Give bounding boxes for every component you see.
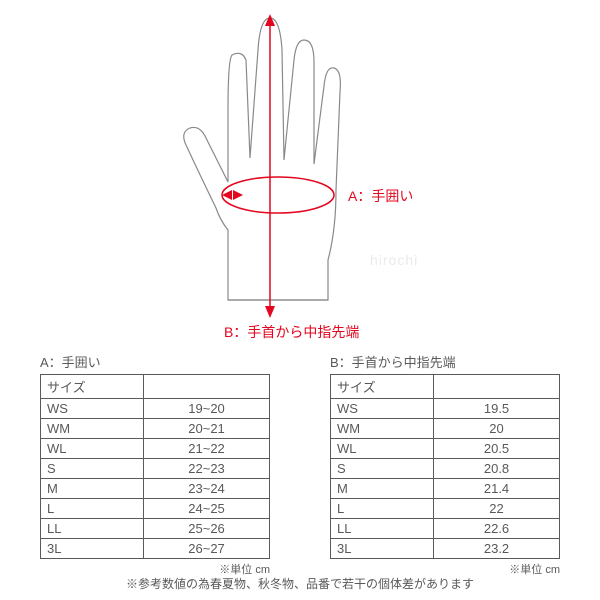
footnote-text: ※参考数値の為春夏物、秋冬物、品番で若干の個体差があります [0,575,600,592]
table-header-val [144,375,270,399]
value-cell: 19~20 [144,399,270,419]
table-row: M23~24 [41,479,270,499]
size-cell: LL [41,519,144,539]
table-header-val [434,375,560,399]
size-cell: M [41,479,144,499]
size-cell: WM [331,419,434,439]
size-cell: L [41,499,144,519]
table-row: L24~25 [41,499,270,519]
value-cell: 20~21 [144,419,270,439]
value-cell: 23.2 [434,539,560,559]
value-cell: 22~23 [144,459,270,479]
size-cell: WL [41,439,144,459]
table-row: WS19.5 [331,399,560,419]
table-a-title: A：手囲い [40,352,270,371]
table-row: 3L26~27 [41,539,270,559]
tables-container: A：手囲い サイズ WS19~20WM20~21WL21~22S22~23M23… [0,352,600,577]
label-b: B：手首から中指先端 [224,322,359,342]
size-cell: M [331,479,434,499]
size-cell: L [331,499,434,519]
value-cell: 22.6 [434,519,560,539]
size-cell: S [331,459,434,479]
table-row: L22 [331,499,560,519]
value-cell: 21.4 [434,479,560,499]
size-cell: WL [331,439,434,459]
value-cell: 19.5 [434,399,560,419]
value-cell: 23~24 [144,479,270,499]
table-b-body: WS19.5WM20WL20.5S20.8M21.4L22LL22.63L23.… [331,399,560,559]
table-row: サイズ [331,375,560,399]
table-a-block: A：手囲い サイズ WS19~20WM20~21WL21~22S22~23M23… [40,352,270,577]
value-cell: 24~25 [144,499,270,519]
value-cell: 26~27 [144,539,270,559]
table-row: LL25~26 [41,519,270,539]
value-cell: 20.5 [434,439,560,459]
hand-outline [184,18,341,300]
arrow-down-icon [265,306,275,318]
size-cell: WS [331,399,434,419]
hand-svg [0,0,600,350]
table-b-block: B：手首から中指先端 サイズ WS19.5WM20WL20.5S20.8M21.… [330,352,560,577]
table-a-body: WS19~20WM20~21WL21~22S22~23M23~24L24~25L… [41,399,270,559]
value-cell: 20.8 [434,459,560,479]
table-row: M21.4 [331,479,560,499]
value-cell: 21~22 [144,439,270,459]
size-cell: WS [41,399,144,419]
size-cell: 3L [41,539,144,559]
size-cell: WM [41,419,144,439]
table-row: S22~23 [41,459,270,479]
value-cell: 22 [434,499,560,519]
table-row: 3L23.2 [331,539,560,559]
table-row: WL21~22 [41,439,270,459]
table-a: サイズ WS19~20WM20~21WL21~22S22~23M23~24L24… [40,374,270,559]
watermark-text: hirochi [370,252,418,268]
table-b: サイズ WS19.5WM20WL20.5S20.8M21.4L22LL22.63… [330,374,560,559]
value-cell: 20 [434,419,560,439]
size-cell: 3L [331,539,434,559]
table-row: LL22.6 [331,519,560,539]
table-row: WS19~20 [41,399,270,419]
table-header-size: サイズ [331,375,434,399]
size-cell: LL [331,519,434,539]
value-cell: 25~26 [144,519,270,539]
label-a: A：手囲い [348,186,413,206]
table-row: S20.8 [331,459,560,479]
table-row: WL20.5 [331,439,560,459]
table-row: WM20 [331,419,560,439]
size-cell: S [41,459,144,479]
table-header-size: サイズ [41,375,144,399]
table-b-title: B：手首から中指先端 [330,352,560,371]
hand-diagram: hirochi A：手囲い B：手首から中指先端 [0,0,600,350]
table-row: サイズ [41,375,270,399]
table-row: WM20~21 [41,419,270,439]
